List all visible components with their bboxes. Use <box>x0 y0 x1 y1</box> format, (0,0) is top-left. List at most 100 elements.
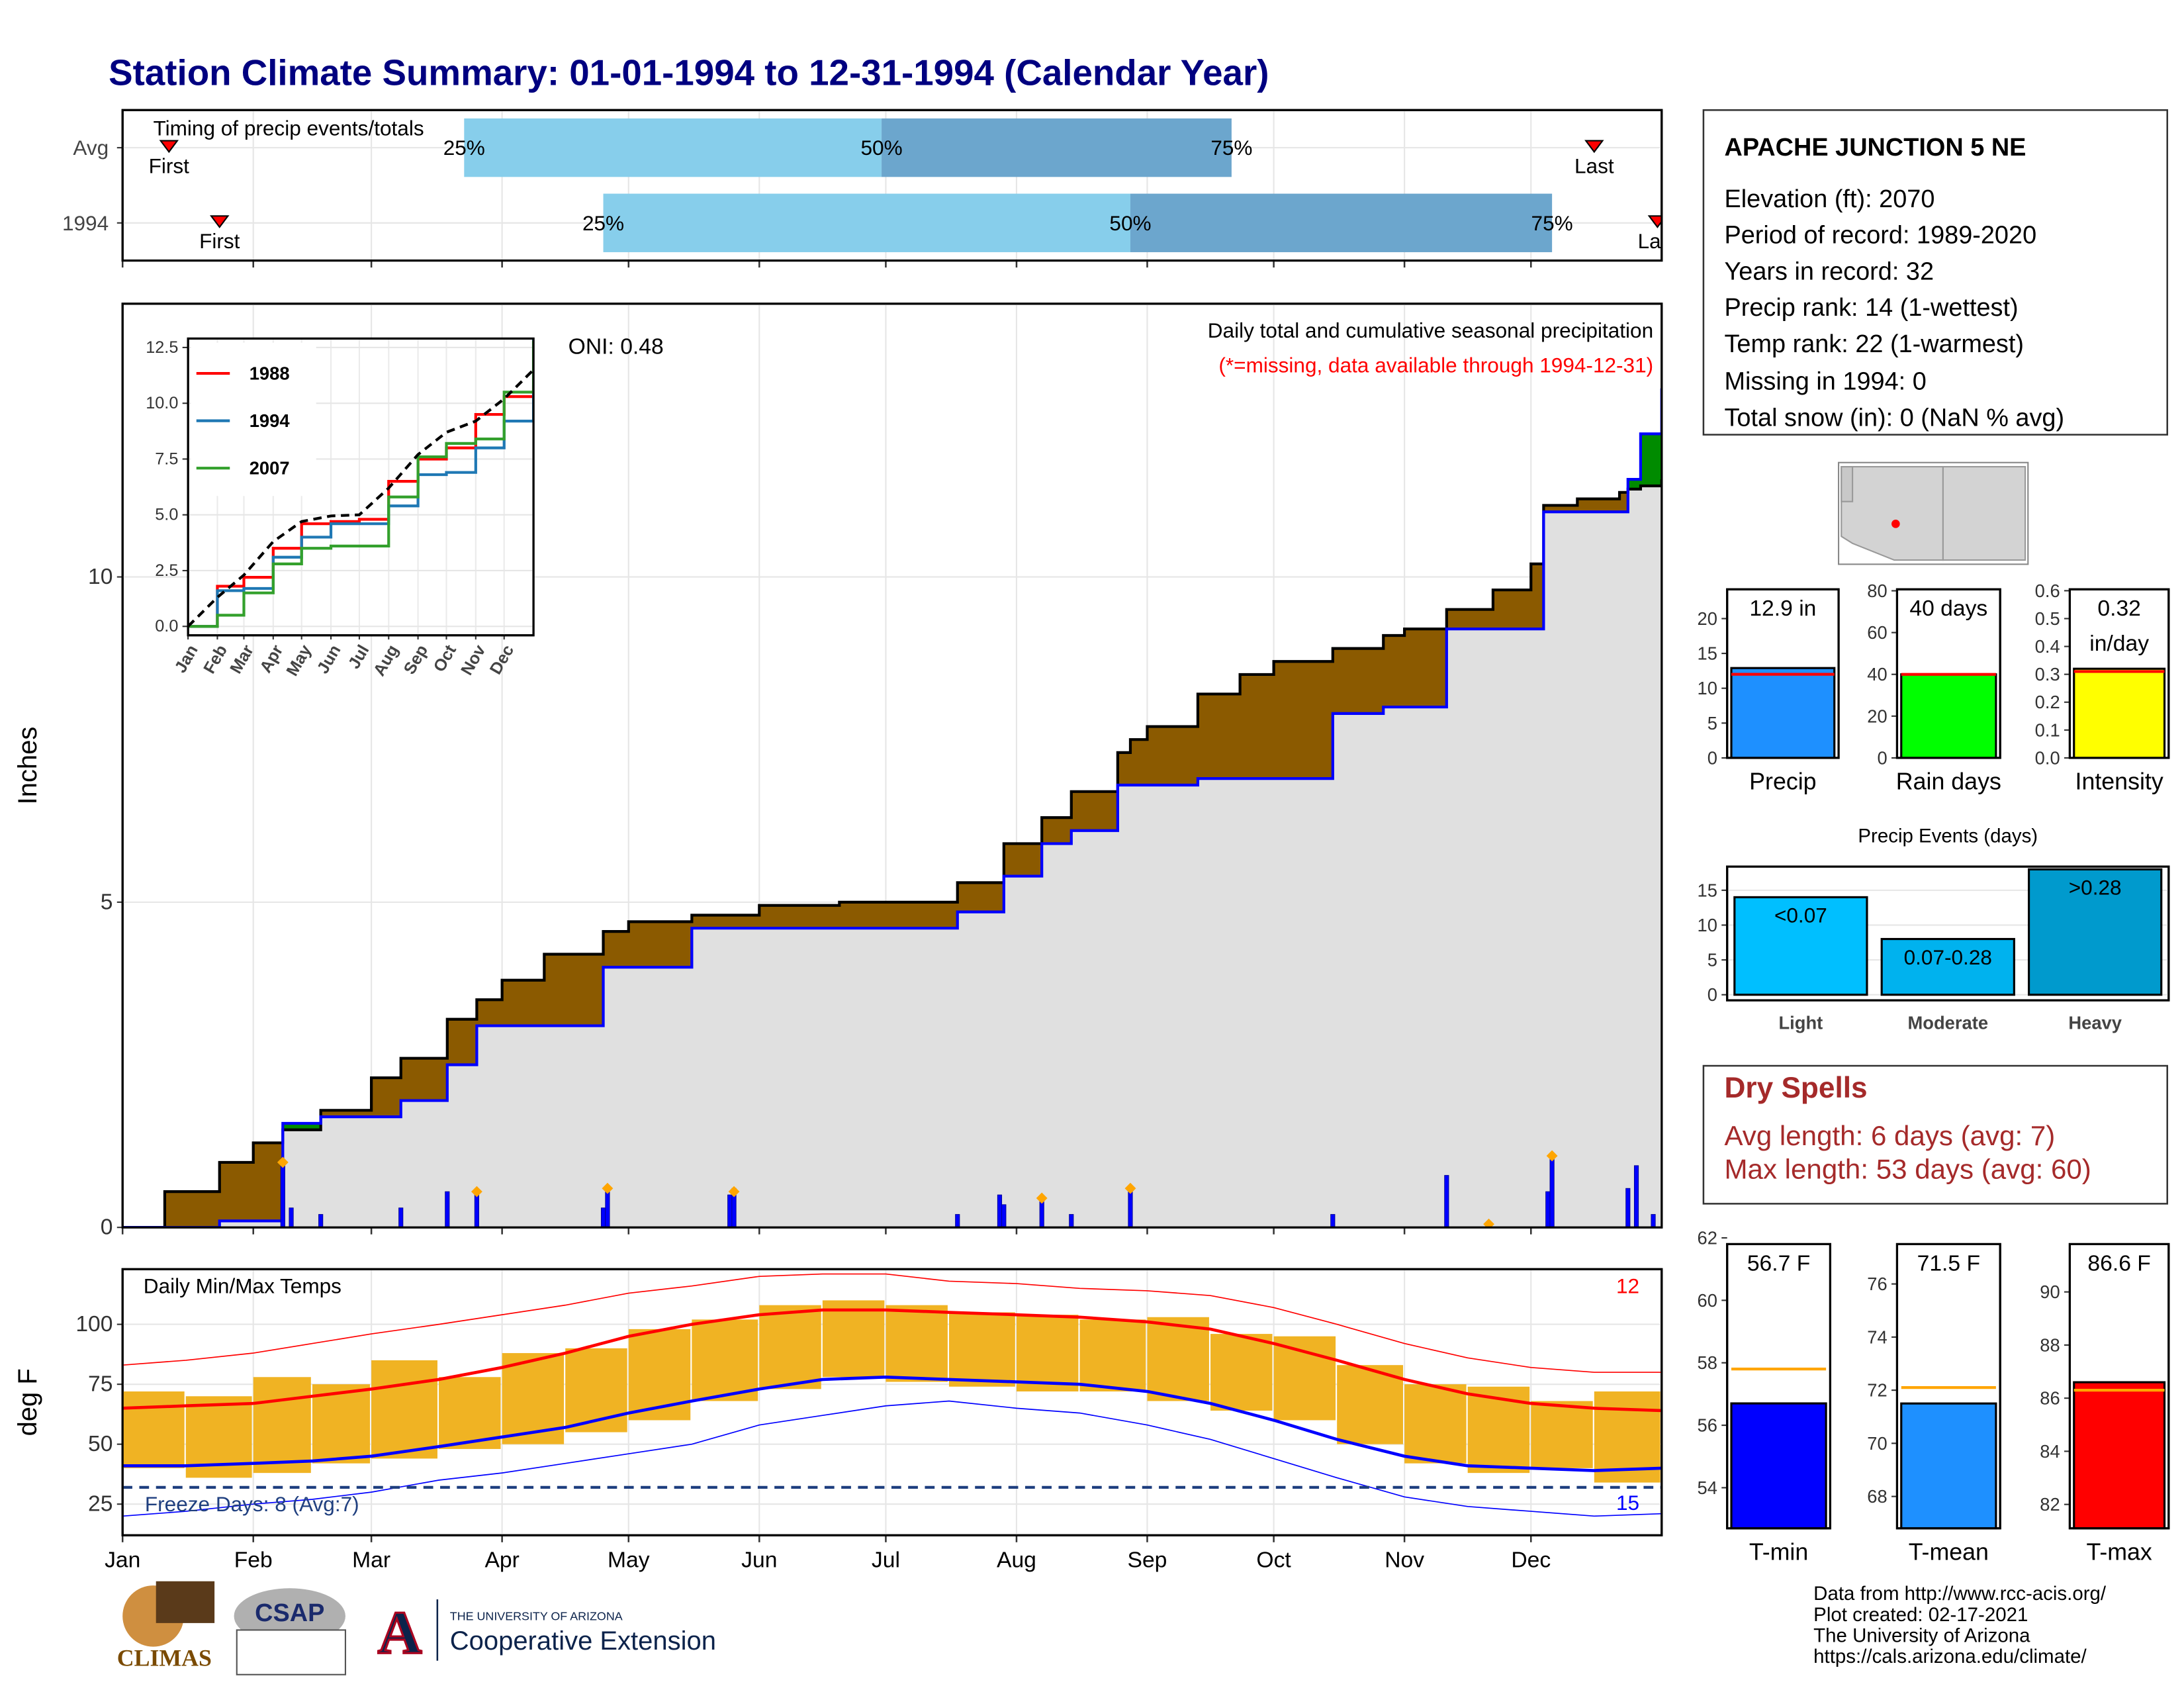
temp-line <box>122 1308 1662 1413</box>
y-tick-label: 5 <box>1707 950 1717 970</box>
daily-bar <box>289 1207 294 1228</box>
daily-bar <box>727 1194 733 1228</box>
event-marker <box>159 140 179 154</box>
credit-line: https://cals.arizona.edu/climate/ <box>1813 1646 2087 1667</box>
y-tick-label: 76 <box>1867 1274 1887 1294</box>
plot-frame <box>187 337 535 637</box>
map-state <box>1841 466 1854 502</box>
bar <box>603 193 1130 252</box>
y-tick-label: 1994 <box>62 211 109 235</box>
x-tick-label: Apr <box>484 1548 519 1573</box>
x-tick-label: Oct <box>1256 1548 1291 1573</box>
temp-range-bar <box>565 1348 627 1432</box>
y-tick-label: 75 <box>88 1372 113 1397</box>
daily-bar <box>445 1191 450 1228</box>
quantile-label: 75% <box>1210 136 1252 160</box>
daily-bar <box>1549 1155 1555 1228</box>
x-axis-label: Precip <box>1749 769 1816 795</box>
gauge-bar <box>2073 1381 2166 1530</box>
temp-range-bar <box>122 1391 185 1468</box>
y-tick-label: 10 <box>1698 678 1717 698</box>
plot-frame <box>2068 588 2170 759</box>
plot-area <box>122 388 1662 1228</box>
daily-bar <box>1001 1204 1007 1228</box>
x-tick-label: Heavy <box>2068 1012 2122 1033</box>
quantile-label: 25% <box>443 136 485 160</box>
y-tick-label: 20 <box>1867 706 1887 726</box>
temp-range-bar <box>822 1300 885 1378</box>
legend-label: 1994 <box>250 410 291 431</box>
daily-bar <box>280 1162 285 1228</box>
y-tick-label: 0.1 <box>2035 720 2060 740</box>
csap-emblem <box>236 1629 346 1675</box>
area-base <box>122 479 1662 1228</box>
logo-text: THE UNIVERSITY OF ARIZONA <box>450 1609 623 1622</box>
plot-frame <box>1726 588 1840 759</box>
gauge-bar <box>1730 667 1836 759</box>
event-marker <box>210 215 230 228</box>
gauge-bar <box>1900 673 1997 759</box>
value-label: 56.7 F <box>1747 1251 1810 1276</box>
info-line: Precip rank: 14 (1-wettest) <box>1724 294 2018 322</box>
x-tick-label: Feb <box>234 1548 273 1573</box>
info-line: Period of record: 1989-2020 <box>1724 222 2036 250</box>
temp-range-bar <box>253 1377 311 1474</box>
y-tick-label: 0 <box>101 1215 113 1240</box>
quantile-label: 50% <box>1109 211 1151 235</box>
info-box <box>1702 109 2169 436</box>
x-tick-label: Nov <box>1385 1548 1424 1573</box>
dry-spells-title: Dry Spells <box>1724 1072 1867 1104</box>
y-tick-label: 100 <box>75 1312 113 1336</box>
y-axis-label: Inches <box>13 727 42 805</box>
quantile-label: 50% <box>860 136 902 160</box>
y-tick-label: 86 <box>2040 1388 2060 1409</box>
x-tick-label: Light <box>1778 1012 1823 1033</box>
series-line <box>188 340 534 628</box>
y-tick-label: 0.6 <box>2035 581 2060 601</box>
x-tick-label: May <box>608 1548 650 1573</box>
plot-frame <box>121 303 1663 1229</box>
series-line <box>188 385 534 628</box>
event-label: First <box>199 229 240 253</box>
y-tick-label: 54 <box>1698 1477 1717 1498</box>
legend-label: 1988 <box>250 363 290 384</box>
y-tick-label: Avg <box>73 136 109 160</box>
credit-line: The University of Arizona <box>1813 1624 2030 1646</box>
temp-range-bar <box>312 1384 371 1464</box>
daily-bar <box>600 1207 606 1228</box>
y-tick-label: 7.5 <box>155 449 178 468</box>
annotation: ONI: 0.48 <box>569 335 664 359</box>
daily-bar <box>398 1207 404 1228</box>
logo-text: Cooperative Extension <box>450 1626 716 1656</box>
y-tick-label: 56 <box>1698 1415 1717 1436</box>
value-label: >0.28 <box>2069 876 2122 900</box>
plot-frame <box>1895 588 2001 759</box>
x-axis-label: Rain days <box>1896 769 2001 795</box>
temp-range-bar <box>439 1377 501 1449</box>
marker <box>1036 1192 1048 1204</box>
y-tick-label: 25 <box>88 1492 113 1517</box>
x-axis-label: T-min <box>1749 1539 1808 1566</box>
info-line: Elevation (ft): 2070 <box>1724 185 1934 213</box>
temp-range-bar <box>1273 1336 1336 1421</box>
value-label: 0.32 <box>2097 596 2141 621</box>
logo-text: CLIMAS <box>117 1645 212 1671</box>
plot-frame <box>1726 865 2170 1002</box>
temp-range-bar <box>886 1305 948 1382</box>
value-label: 71.5 F <box>1917 1251 1980 1276</box>
y-tick-label: 5.0 <box>155 506 178 524</box>
marker <box>602 1182 614 1194</box>
y-tick-label: 68 <box>1867 1486 1887 1507</box>
panel-title: Precip Events (days) <box>1858 825 2038 847</box>
value-label: 86.6 F <box>2087 1251 2150 1276</box>
daily-bar <box>318 1214 324 1228</box>
y-tick-label: 10 <box>1698 915 1717 935</box>
x-axis-label: T-max <box>2086 1539 2152 1566</box>
y-tick-label: 5 <box>101 890 113 914</box>
x-tick-label: Mar <box>352 1548 390 1573</box>
y-tick-label: 60 <box>1867 622 1887 643</box>
y-tick-label: 62 <box>1698 1228 1717 1248</box>
bar <box>1880 937 2015 996</box>
logos: CLIMAS CSAP A THE UNIVERSITY OF ARIZONA … <box>117 1581 716 1675</box>
y-tick-label: 0.0 <box>155 617 178 635</box>
